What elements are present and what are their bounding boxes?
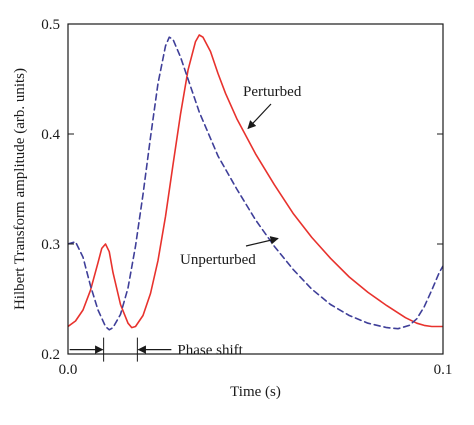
annotation-perturbed-arrow	[247, 103, 272, 130]
y-axis-title: Hilbert Transform amplitude (arb. units)	[12, 68, 28, 310]
annotation-unperturbed-arrow	[245, 236, 279, 247]
plot-area	[68, 34, 443, 331]
annotations: Perturbed Unperturbed Phase shift	[69, 84, 302, 362]
plot-frame	[67, 23, 444, 355]
x-axis-title: Time (s)	[230, 384, 281, 400]
x-tick-label: 0.0	[59, 362, 78, 378]
annotation-phase-shift-label: Phase shift	[177, 343, 243, 359]
axis-ticks: 0.2 0.3 0.4 0.5 0.0 0.1	[41, 17, 452, 378]
y-tick-label: 0.3	[41, 237, 60, 253]
series-line-perturbed	[68, 34, 443, 329]
y-tick-label: 0.4	[41, 127, 60, 143]
axes-frame	[67, 23, 444, 355]
y-tick-label: 0.5	[41, 17, 60, 33]
series-line-unperturbed	[68, 36, 443, 331]
annotation-unperturbed-label: Unperturbed	[180, 252, 256, 268]
x-tick-label: 0.1	[434, 362, 453, 378]
y-tick-label: 0.2	[41, 347, 60, 363]
annotation-perturbed-label: Perturbed	[243, 84, 302, 100]
